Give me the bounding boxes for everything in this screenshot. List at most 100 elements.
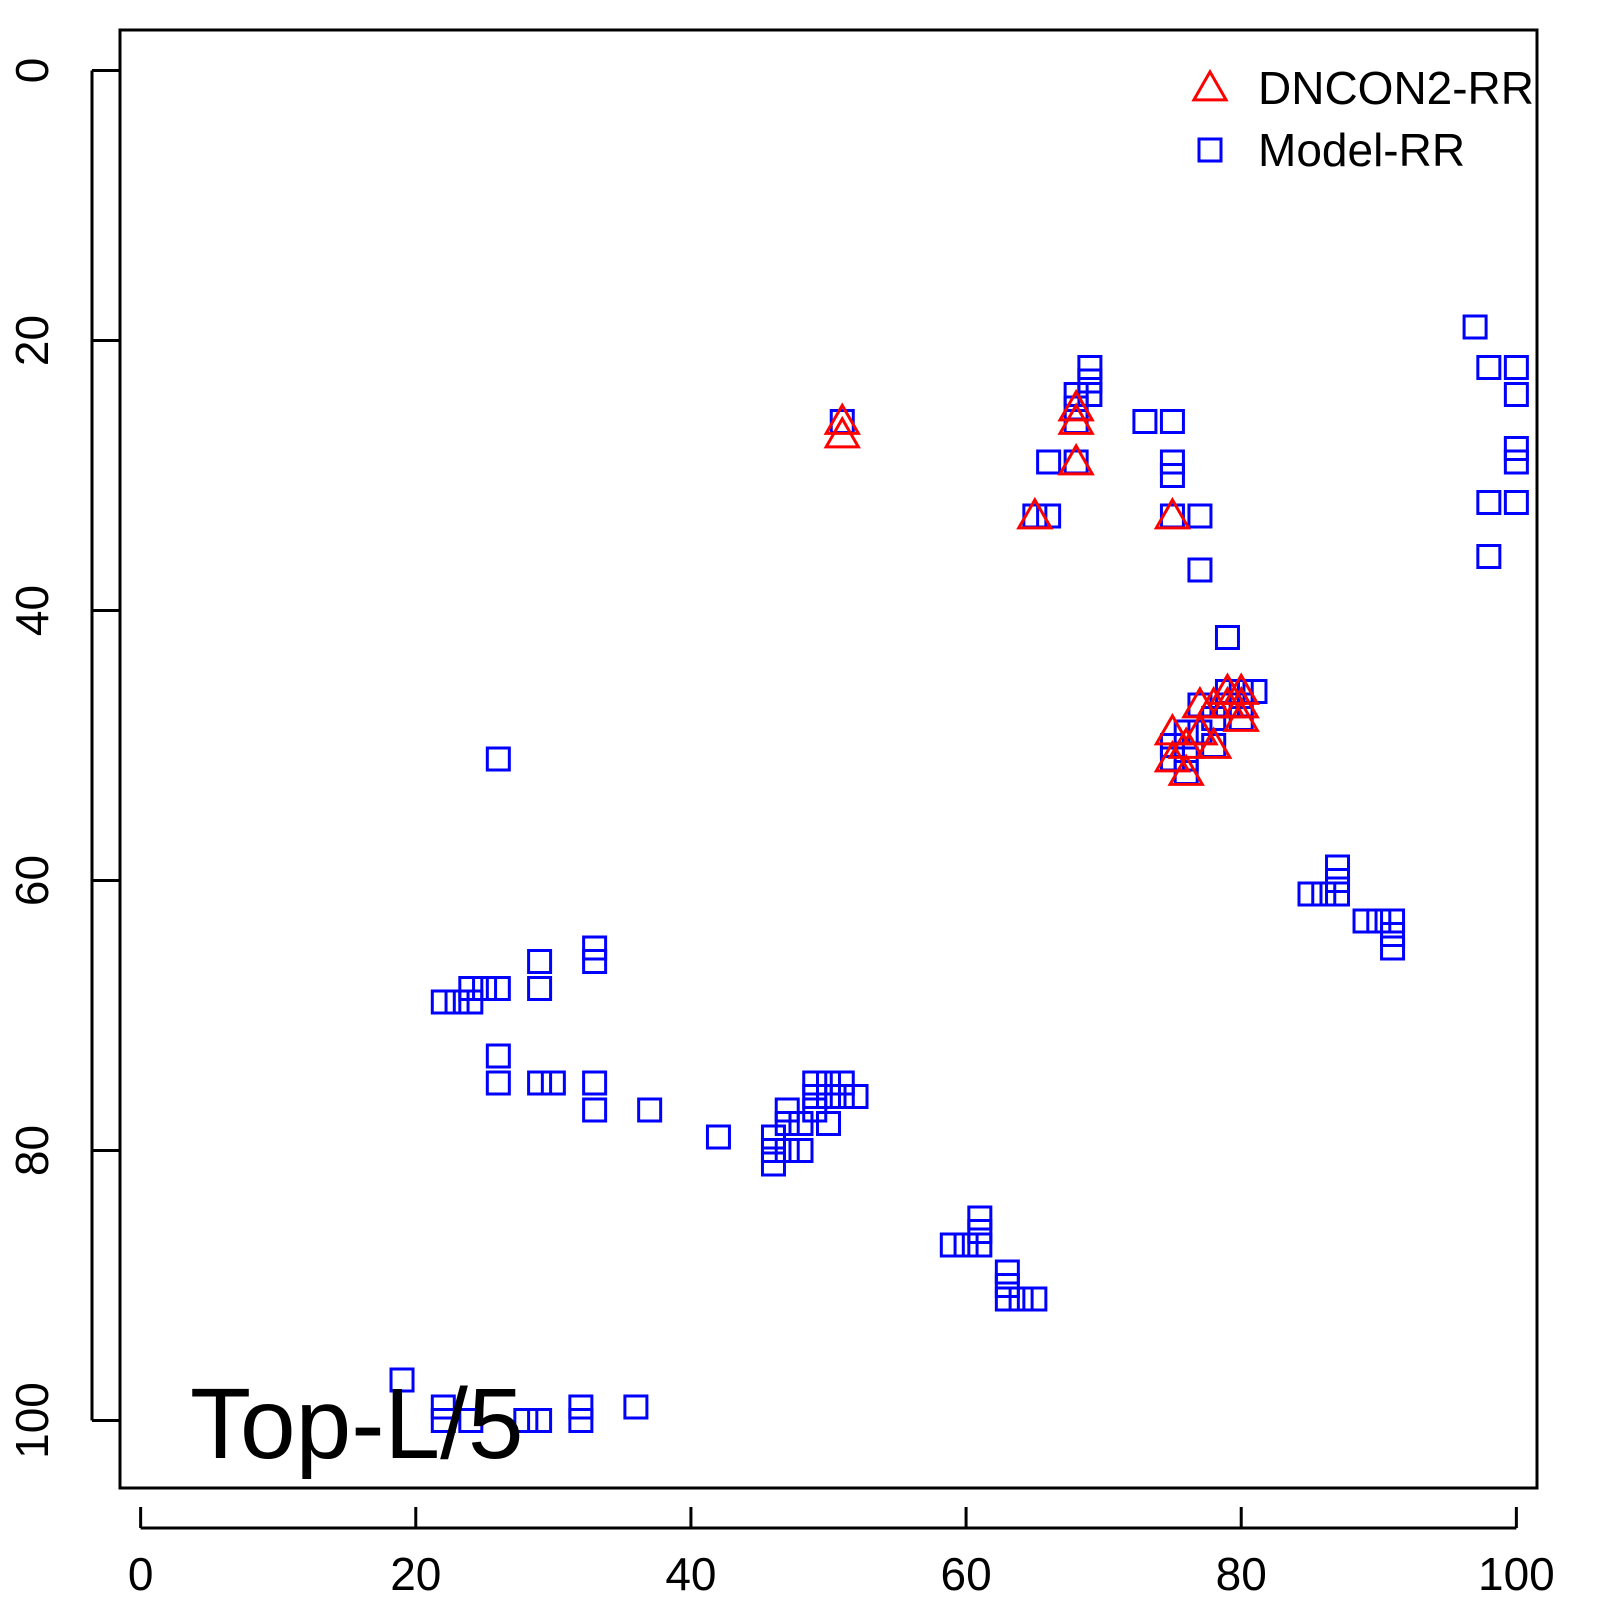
x-tick-label: 20 [390, 1548, 441, 1600]
data-points [389, 314, 1529, 1433]
dncon2-rr-point [1181, 712, 1219, 746]
model-rr-point [458, 1408, 484, 1433]
y-tick-label: 0 [6, 58, 58, 84]
model-rr-point [568, 1394, 594, 1420]
model-rr-point [816, 1111, 841, 1136]
model-rr-point [1132, 409, 1158, 434]
y-tick-label: 80 [6, 1125, 58, 1176]
model-rr-point [802, 1084, 828, 1109]
model-rr-point [1187, 503, 1213, 529]
model-rr-point [485, 1070, 511, 1096]
model-rr-point [967, 1219, 993, 1244]
dncon2-rr-point [1222, 685, 1260, 719]
model-rr-point [967, 1232, 993, 1258]
model-rr-point [1214, 625, 1240, 650]
x-tick-label: 40 [665, 1548, 716, 1600]
dncon2-rr-point [1195, 726, 1233, 759]
model-rr-point [1503, 382, 1529, 407]
series-DNCON2-RR [823, 388, 1260, 786]
dncon2-rr-point [1057, 388, 1095, 422]
model-rr-point [527, 976, 553, 1001]
model-rr-point [472, 976, 498, 1001]
model-rr-point [1159, 463, 1185, 488]
y-tick-label: 40 [6, 585, 58, 636]
model-rr-point [967, 1205, 993, 1231]
y-axis: 0 20 40 60 80 100 [6, 58, 120, 1459]
model-rr-point [389, 1367, 415, 1393]
dncon2-rr-point [1167, 753, 1205, 786]
model-rr-point [485, 746, 511, 772]
dncon2-rr-point [823, 415, 861, 449]
model-rr-point [637, 1097, 663, 1123]
model-rr-point [816, 1070, 841, 1096]
x-axis: 0 20 40 60 80 100 [128, 1507, 1555, 1600]
legend-label: DNCON2-RR [1258, 62, 1534, 114]
model-rr-point [1311, 881, 1337, 907]
x-tick-label: 0 [128, 1548, 154, 1600]
model-rr-point [1476, 544, 1502, 569]
model-rr-point [1325, 854, 1351, 880]
model-rr-point [774, 1138, 800, 1163]
model-rr-point [582, 935, 608, 961]
model-rr-point [623, 1394, 649, 1420]
model-rr-point [1352, 908, 1378, 934]
model-rr-point [430, 1394, 456, 1420]
model-rr-point [1476, 355, 1502, 380]
model-rr-point [802, 1070, 828, 1096]
model-rr-point [774, 1097, 800, 1123]
model-rr-point [582, 1097, 608, 1123]
model-rr-point [994, 1286, 1020, 1312]
model-rr-point [513, 1408, 539, 1433]
model-rr-point [568, 1408, 594, 1433]
model-rr-point [994, 1259, 1020, 1285]
model-rr-point [816, 1084, 841, 1109]
model-rr-point [705, 1124, 731, 1150]
model-rr-point [760, 1151, 786, 1177]
model-rr-point [1462, 314, 1488, 340]
model-rr-point [1187, 557, 1213, 583]
y-tick-label: 60 [6, 855, 58, 906]
model-rr-point [1297, 881, 1323, 907]
model-rr-point [1503, 355, 1529, 380]
model-rr-point [788, 1111, 814, 1136]
model-rr-point [774, 1111, 800, 1136]
model-rr-point [953, 1232, 979, 1258]
model-rr-point [582, 1070, 608, 1096]
x-tick-label: 100 [1478, 1548, 1555, 1600]
legend-marker-DNCON2-RR [1191, 68, 1229, 102]
model-rr-point [829, 1084, 855, 1109]
model-rr-point [1503, 490, 1529, 515]
dncon2-rr-point [1057, 402, 1095, 435]
model-rr-point [939, 1232, 965, 1258]
model-rr-point [485, 1043, 511, 1069]
model-rr-point [430, 1408, 456, 1433]
dncon2-rr-point [823, 402, 861, 435]
plot-frame [118, 28, 1539, 1490]
model-rr-point [829, 1070, 855, 1096]
model-rr-point [1077, 368, 1103, 394]
model-rr-point [527, 1408, 553, 1433]
model-rr-point [994, 1273, 1020, 1298]
dncon2-rr-point [1057, 442, 1095, 476]
dncon2-rr-point [1016, 496, 1054, 530]
model-rr-point [1159, 449, 1185, 475]
model-rr-point [1380, 908, 1406, 934]
model-rr-point [1325, 868, 1351, 893]
model-rr-point [527, 1070, 553, 1096]
model-rr-point [1503, 449, 1529, 475]
legend: DNCON2-RR Model-RR [1191, 62, 1534, 176]
model-rr-point [1380, 935, 1406, 961]
model-rr-point [1159, 409, 1185, 434]
legend-marker-Model-RR [1197, 137, 1223, 163]
model-rr-point [1077, 355, 1103, 380]
series-Model-RR [389, 314, 1529, 1433]
dncon2-rr-point [1153, 496, 1192, 530]
model-rr-point [1476, 490, 1502, 515]
model-rr-point [458, 989, 484, 1015]
y-tick-label: 20 [6, 315, 58, 366]
model-rr-point [540, 1070, 566, 1096]
x-tick-label: 80 [1216, 1548, 1267, 1600]
model-rr-point [527, 949, 553, 974]
model-rr-point [582, 949, 608, 974]
